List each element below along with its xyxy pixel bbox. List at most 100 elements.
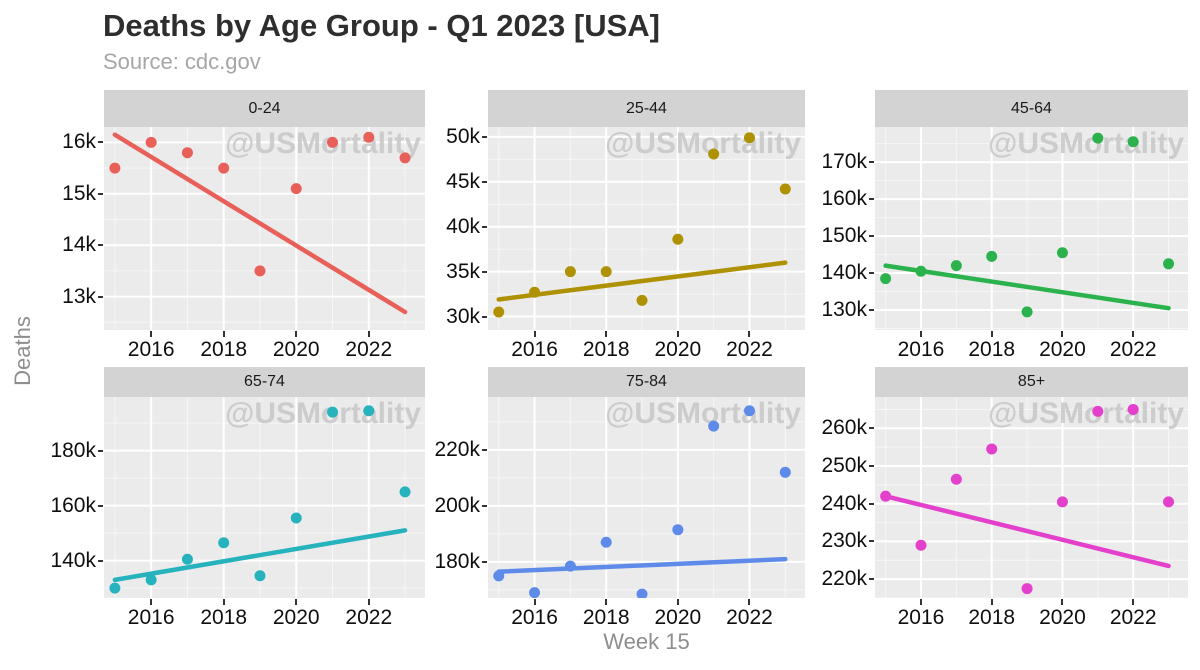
data-point [1056, 247, 1068, 259]
x-tick-mark [222, 331, 225, 337]
data-point [564, 266, 576, 278]
x-tick-label: 2020 [1039, 338, 1086, 361]
data-point [327, 406, 339, 418]
y-tick-mark [869, 578, 874, 581]
data-point [1163, 258, 1175, 270]
x-tick-mark [150, 331, 153, 337]
x-tick-mark [367, 599, 370, 605]
data-point [145, 136, 157, 148]
y-tick-mark [98, 559, 103, 562]
trend-line [112, 132, 408, 315]
y-tick-label: 13k [62, 284, 96, 308]
x-tick-label: 2018 [582, 606, 630, 629]
facet-panel-65-74: @USMortality [104, 397, 425, 598]
facet-strip-label: 0-24 [248, 100, 281, 117]
data-point [950, 473, 962, 485]
chart-title: Deaths by Age Group - Q1 2023 [USA] [103, 8, 660, 43]
data-point [1163, 496, 1175, 508]
y-tick-label: 250k [821, 454, 867, 477]
y-tick-label: 180k [434, 549, 480, 573]
x-tick-mark [1132, 599, 1135, 605]
data-point [363, 131, 375, 143]
y-axis-title: Deaths [10, 316, 35, 386]
data-point [1021, 306, 1033, 318]
y-tick-mark [869, 540, 874, 543]
data-point [218, 162, 230, 174]
y-tick-mark [98, 504, 103, 507]
y-tick-mark [98, 192, 103, 195]
y-tick-label: 40k [446, 214, 480, 238]
x-tick-label: 2022 [345, 606, 393, 629]
x-tick-mark [605, 331, 608, 337]
data-point [290, 512, 302, 524]
x-tick-label: 2018 [200, 606, 248, 629]
y-tick-label: 30k [446, 304, 480, 328]
x-tick-label: 2022 [726, 606, 773, 629]
data-point [1127, 136, 1139, 148]
y-tick-mark [482, 504, 487, 507]
y-tick-mark [869, 272, 874, 275]
data-point [493, 306, 505, 318]
y-tick-mark [482, 270, 487, 273]
watermark: @USMortality [605, 127, 801, 160]
y-tick-label: 35k [446, 259, 480, 283]
x-tick-mark [1061, 331, 1064, 337]
data-point [181, 553, 193, 565]
data-point [743, 405, 755, 417]
x-tick-label: 2016 [897, 338, 945, 361]
y-tick-label: 220k [434, 437, 480, 461]
y-tick-label: 150k [821, 224, 867, 248]
facet-panel-85+: @USMortality [875, 397, 1188, 598]
x-tick-label: 2020 [654, 606, 702, 629]
x-tick-mark [295, 331, 298, 337]
y-tick-mark [482, 225, 487, 228]
data-point [1127, 403, 1139, 415]
data-point [779, 183, 791, 195]
x-tick-mark [676, 599, 679, 605]
x-tick-label: 2018 [968, 338, 1016, 361]
x-tick-label: 2018 [200, 338, 248, 361]
watermark: @USMortality [988, 127, 1184, 160]
x-tick-mark [1061, 599, 1064, 605]
x-tick-label: 2020 [272, 338, 320, 361]
y-tick-mark [869, 309, 874, 312]
x-tick-label: 2016 [127, 606, 175, 629]
x-tick-label: 2018 [968, 606, 1016, 629]
y-tick-label: 160k [821, 187, 867, 211]
y-tick-label: 16k [62, 130, 96, 154]
data-point [708, 148, 720, 160]
data-point [636, 294, 648, 306]
data-point [915, 539, 927, 551]
data-point [181, 147, 193, 159]
data-point [218, 537, 230, 549]
x-tick-mark [222, 599, 225, 605]
x-tick-mark [533, 599, 536, 605]
x-tick-mark [367, 331, 370, 337]
data-point [1056, 496, 1068, 508]
y-tick-label: 160k [50, 493, 96, 517]
y-tick-mark [98, 295, 103, 298]
x-tick-mark [150, 599, 153, 605]
y-tick-mark [869, 465, 874, 467]
facet-strip: 75-84 [488, 367, 805, 397]
data-point [880, 273, 892, 285]
facet-strip-label: 45-64 [1011, 100, 1052, 117]
y-tick-label: 230k [821, 529, 867, 553]
trend-line [496, 260, 788, 302]
facet-panel-0-24: @USMortality [104, 127, 425, 330]
y-tick-label: 15k [62, 181, 96, 205]
watermark: @USMortality [605, 397, 801, 430]
facet-strip: 65-74 [104, 367, 425, 397]
facet-strip: 25-44 [488, 90, 805, 127]
data-point [399, 486, 411, 498]
y-tick-mark [98, 449, 103, 452]
x-tick-label: 2016 [897, 606, 945, 629]
data-point [493, 570, 505, 582]
y-tick-mark [482, 180, 487, 183]
data-point [950, 260, 962, 272]
y-tick-label: 180k [50, 438, 96, 462]
x-tick-mark [990, 331, 993, 337]
x-tick-label: 2016 [511, 338, 558, 361]
facet-strip: 0-24 [104, 90, 425, 127]
watermark: @USMortality [225, 127, 421, 160]
